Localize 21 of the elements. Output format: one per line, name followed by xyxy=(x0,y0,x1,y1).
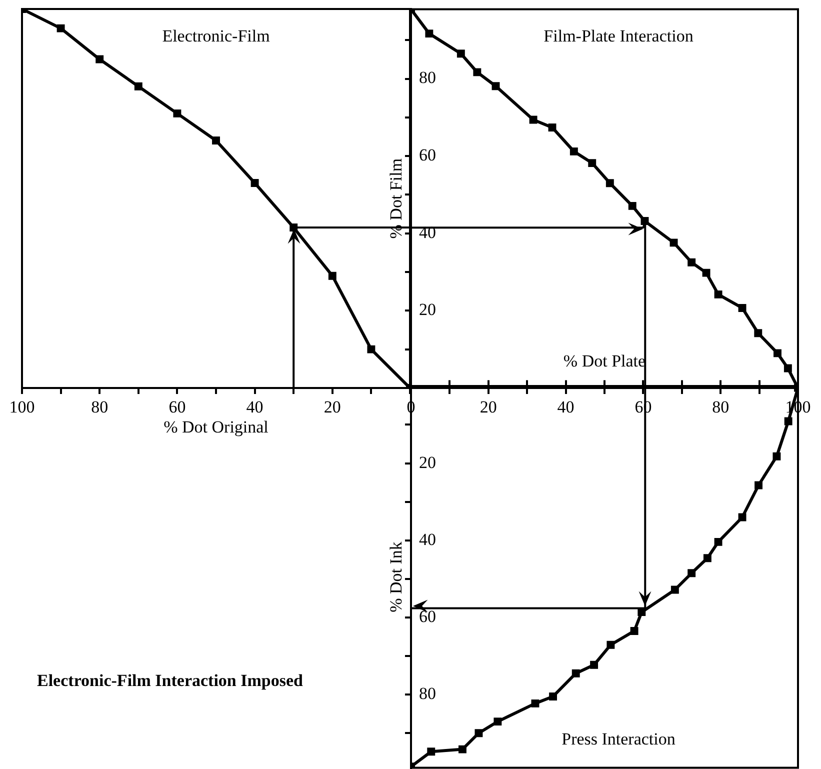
y-tick-label: 80 xyxy=(419,684,436,704)
y-axis-title: % Dot Ink xyxy=(386,541,406,612)
text: Electronic-Film Interaction Imposed xyxy=(37,670,304,692)
text: Electronic-Film xyxy=(162,26,270,46)
x-tick-label: 40 xyxy=(557,398,574,417)
y-tick-label: 20 xyxy=(419,300,436,320)
y-tick-label: 60 xyxy=(419,146,436,165)
y-tick-label: 20 xyxy=(419,452,436,472)
text: Press Interaction xyxy=(562,729,676,748)
x-tick-label: 20 xyxy=(480,398,497,417)
x-tick-label: 100 xyxy=(9,398,35,417)
x-axis-title: % Dot Original xyxy=(164,417,269,436)
x-tick-label: 20 xyxy=(324,398,341,417)
text: Film-Plate Interaction xyxy=(544,26,694,46)
y-tick-label: 40 xyxy=(419,530,436,549)
x-tick-label: 40 xyxy=(246,398,264,417)
x-tick-label: 60 xyxy=(168,398,186,417)
y-tick-label: 80 xyxy=(419,68,436,88)
y-tick-label: 60 xyxy=(419,606,436,626)
x-tick-label: 80 xyxy=(712,398,730,417)
x-tick-label: 80 xyxy=(91,398,108,417)
